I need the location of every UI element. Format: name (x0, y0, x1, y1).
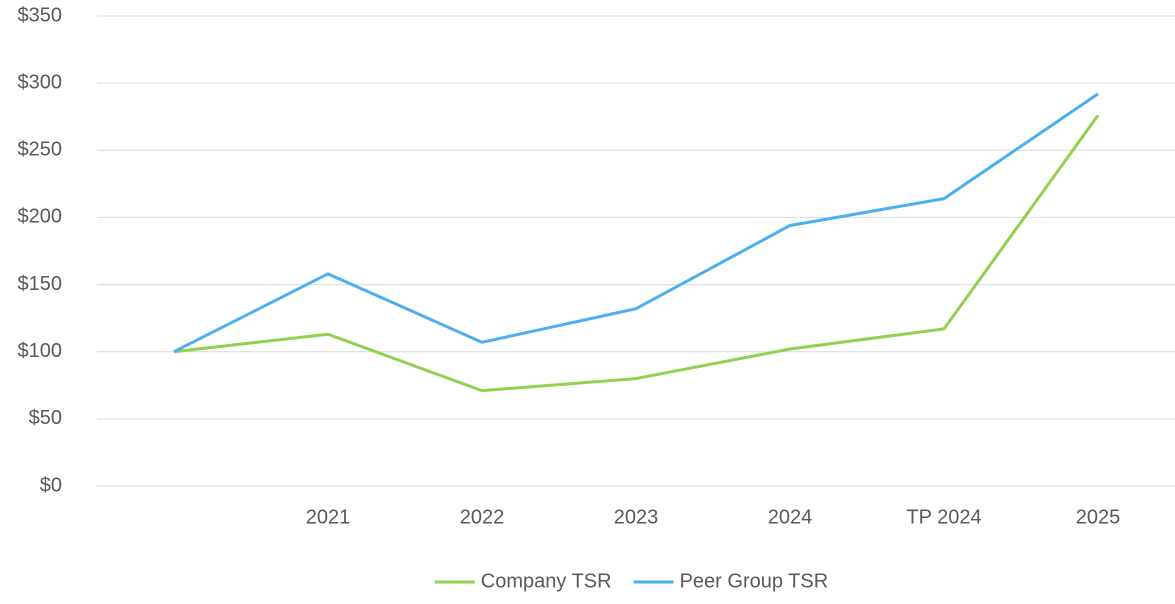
x-tick-label: 2023 (614, 506, 659, 528)
y-tick-label: $150 (18, 273, 63, 295)
line-series (173, 114, 1100, 393)
y-tick-label: $200 (18, 206, 63, 228)
x-tick-label: 2025 (1076, 506, 1121, 528)
y-tick-label: $50 (29, 407, 62, 429)
legend-label: Company TSR (481, 570, 612, 592)
y-tick-label: $100 (18, 340, 63, 362)
x-tick-label: TP 2024 (906, 506, 981, 528)
y-tick-label: $300 (18, 71, 63, 93)
x-tick-label: 2024 (768, 506, 813, 528)
x-tick-label: 2022 (460, 506, 505, 528)
legend-label: Peer Group TSR (680, 570, 829, 592)
y-tick-label: $350 (18, 4, 63, 26)
line-series (173, 92, 1099, 354)
y-tick-label: $0 (40, 474, 62, 496)
x-tick-label: 2021 (306, 506, 351, 528)
y-tick-label: $250 (18, 139, 63, 161)
